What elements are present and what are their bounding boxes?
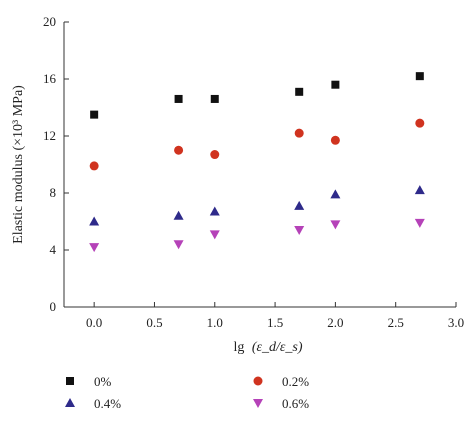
legend-marker bbox=[65, 398, 75, 407]
x-axis-label-math: (ε_d/ε_s) bbox=[252, 340, 303, 355]
data-point bbox=[209, 230, 220, 240]
data-point bbox=[209, 206, 220, 216]
y-tick-label: 4 bbox=[50, 242, 57, 257]
chart-points bbox=[89, 72, 425, 253]
data-point bbox=[90, 110, 99, 119]
x-tick-label: 3.0 bbox=[448, 315, 464, 330]
x-tick-label: 1.0 bbox=[207, 315, 223, 330]
data-point bbox=[294, 128, 304, 138]
data-point bbox=[174, 145, 184, 155]
x-tick-label: 0.0 bbox=[86, 315, 102, 330]
x-tick-label: 0.5 bbox=[146, 315, 162, 330]
data-point bbox=[89, 243, 100, 253]
data-point bbox=[331, 80, 340, 89]
legend-marker bbox=[253, 399, 263, 408]
data-point bbox=[294, 226, 305, 236]
chart-ticks: 0 4 8 12 16 20 0.0 0.5 1.0 1.5 2.0 2.5 3.0 bbox=[43, 14, 464, 330]
data-point bbox=[295, 87, 304, 96]
data-point bbox=[173, 210, 184, 220]
x-tick-label: 1.5 bbox=[267, 315, 283, 330]
legend-label: 0.2% bbox=[282, 374, 309, 389]
data-point bbox=[414, 218, 425, 228]
y-tick-label: 12 bbox=[43, 128, 56, 143]
y-tick-label: 8 bbox=[50, 185, 57, 200]
legend-label: 0% bbox=[94, 374, 112, 389]
data-point bbox=[330, 189, 341, 199]
x-tick-label: 2.5 bbox=[388, 315, 404, 330]
legend-label: 0.4% bbox=[94, 396, 121, 411]
legend-marker bbox=[66, 377, 74, 385]
data-point bbox=[330, 135, 340, 145]
y-tick-label: 16 bbox=[43, 71, 57, 86]
data-point bbox=[414, 185, 425, 195]
data-point bbox=[210, 150, 220, 160]
data-point bbox=[89, 216, 100, 226]
data-point bbox=[89, 161, 99, 171]
chart-axes bbox=[63, 22, 456, 308]
data-point bbox=[415, 118, 425, 128]
y-axis-label: Elastic modulus (×10³ MPa) bbox=[11, 85, 26, 244]
data-point bbox=[330, 220, 341, 230]
legend-label: 0.6% bbox=[282, 396, 309, 411]
data-point bbox=[173, 240, 184, 250]
data-point bbox=[294, 200, 305, 210]
data-point bbox=[210, 94, 219, 103]
y-tick-label: 20 bbox=[43, 14, 56, 29]
data-point bbox=[174, 94, 183, 103]
x-tick-label: 2.0 bbox=[327, 315, 343, 330]
data-point bbox=[415, 72, 424, 81]
chart-legend: 0% 0.2% 0.4% 0.6% bbox=[65, 374, 309, 411]
x-axis-label-prefix: lg bbox=[233, 340, 244, 355]
legend-marker bbox=[253, 376, 263, 386]
y-tick-label: 0 bbox=[50, 299, 57, 314]
x-axis-label: lg (ε_d/ε_s) bbox=[233, 340, 302, 355]
